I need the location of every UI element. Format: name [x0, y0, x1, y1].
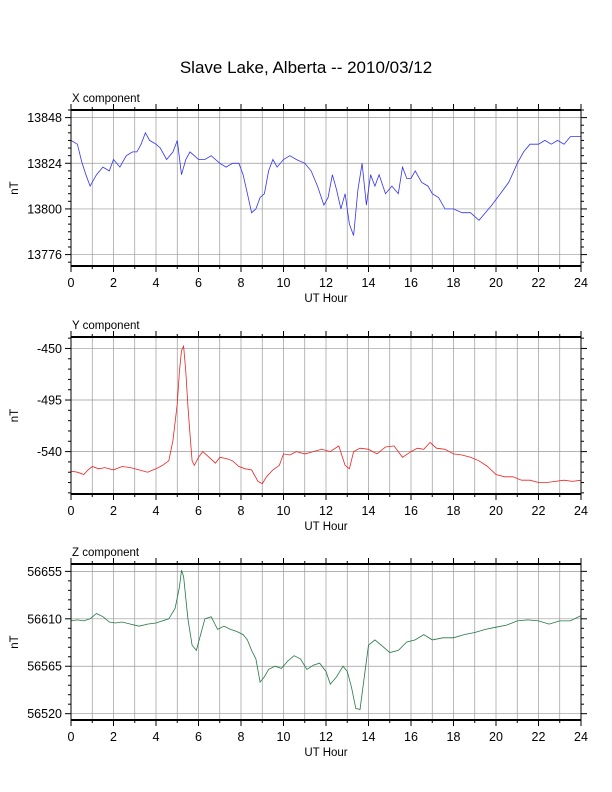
y-tick-label: 56520 — [27, 707, 62, 721]
x-tick-label: 2 — [110, 730, 117, 744]
x-tick-label: 12 — [319, 504, 333, 518]
x-tick-label: 18 — [447, 730, 461, 744]
y-tick-label: -540 — [37, 445, 62, 459]
panel-title: Z component — [72, 547, 140, 559]
x-tick-label: 6 — [195, 504, 202, 518]
x-tick-label: 24 — [574, 504, 588, 518]
x-tick-label: 14 — [362, 276, 376, 290]
x-tick-label: 12 — [319, 730, 333, 744]
x-tick-label: 4 — [153, 504, 160, 518]
x-tick-label: 22 — [532, 504, 546, 518]
x-tick-label: 14 — [362, 730, 376, 744]
y-axis-label: nT — [9, 181, 21, 194]
x-tick-label: 16 — [404, 504, 418, 518]
x-tick-label: 20 — [489, 504, 503, 518]
x-tick-label: 18 — [447, 504, 461, 518]
y-axis-label: nT — [9, 635, 21, 648]
x-tick-label: 8 — [238, 504, 245, 518]
x-axis-label: UT Hour — [304, 521, 347, 533]
x-tick-label: 14 — [362, 504, 376, 518]
y-tick-label: 56565 — [27, 660, 62, 674]
x-tick-label: 10 — [277, 276, 291, 290]
y-tick-label: 13776 — [27, 248, 62, 262]
x-tick-label: 16 — [404, 730, 418, 744]
x-tick-label: 6 — [195, 276, 202, 290]
x-tick-label: 0 — [68, 730, 75, 744]
x-axis-label: UT Hour — [304, 293, 347, 305]
x-tick-label: 24 — [574, 730, 588, 744]
x-tick-label: 18 — [447, 276, 461, 290]
x-tick-label: 4 — [153, 276, 160, 290]
x-tick-label: 22 — [532, 276, 546, 290]
x-tick-label: 22 — [532, 730, 546, 744]
y-tick-label: 56610 — [27, 612, 62, 626]
y-tick-label: 13800 — [27, 202, 62, 216]
y-tick-label: -495 — [37, 394, 62, 408]
y-tick-label: -450 — [37, 342, 62, 356]
x-tick-label: 12 — [319, 276, 333, 290]
x-tick-label: 8 — [238, 730, 245, 744]
x-tick-label: 6 — [195, 730, 202, 744]
x-tick-label: 16 — [404, 276, 418, 290]
x-tick-label: 0 — [68, 276, 75, 290]
x-tick-label: 10 — [277, 730, 291, 744]
x-tick-label: 2 — [110, 504, 117, 518]
y-axis-label: nT — [9, 409, 21, 422]
chart-title: Slave Lake, Alberta -- 2010/03/12 — [179, 58, 433, 77]
y-tick-label: 56655 — [27, 565, 62, 579]
x-tick-label: 10 — [277, 504, 291, 518]
x-tick-label: 2 — [110, 276, 117, 290]
panel-title: X component — [72, 93, 141, 105]
series-line-2 — [70, 344, 582, 485]
series-line-1 — [70, 131, 581, 236]
x-tick-label: 20 — [489, 730, 503, 744]
series-line-3 — [70, 570, 582, 711]
x-tick-label: 24 — [574, 276, 588, 290]
x-axis-label: UT Hour — [304, 747, 347, 759]
x-tick-label: 0 — [68, 504, 75, 518]
y-tick-label: 13824 — [27, 157, 62, 171]
x-tick-label: 4 — [153, 730, 160, 744]
panel-title: Y component — [72, 320, 140, 332]
x-tick-label: 8 — [238, 276, 245, 290]
y-tick-label: 13848 — [27, 111, 62, 125]
x-tick-label: 20 — [489, 276, 503, 290]
